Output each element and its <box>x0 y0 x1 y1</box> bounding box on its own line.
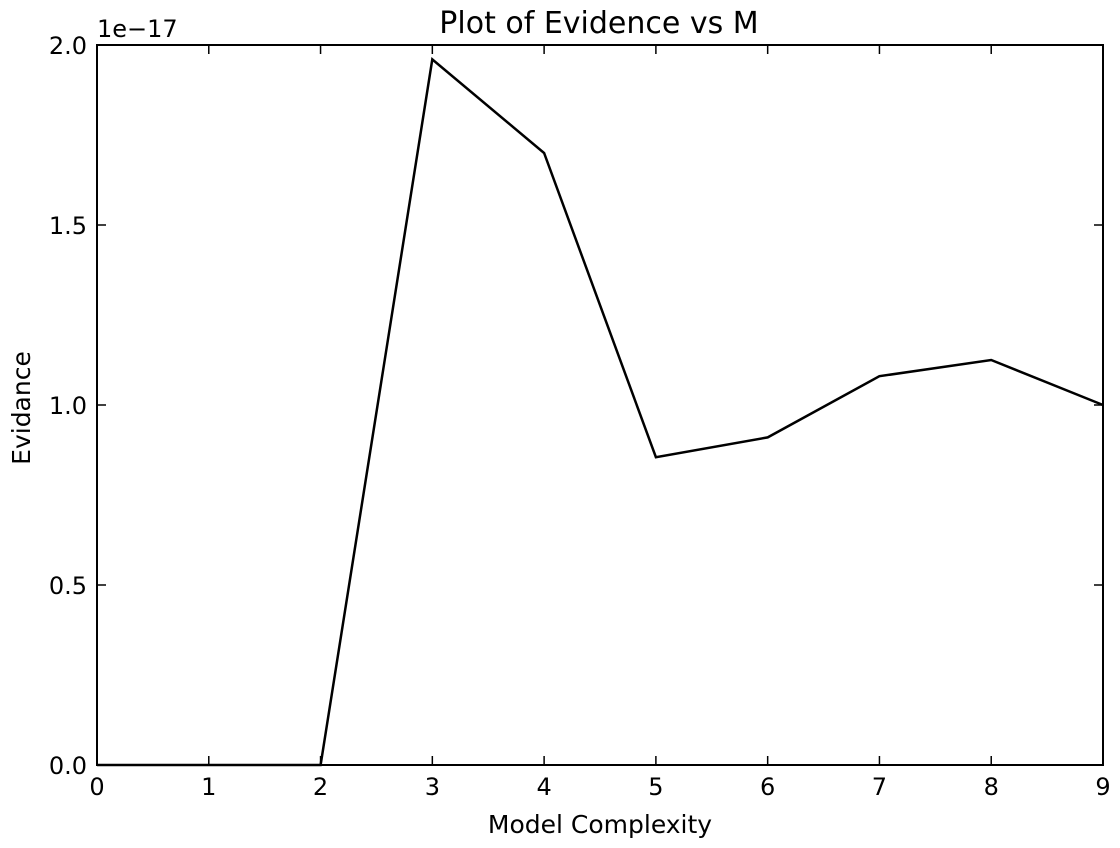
series-group <box>97 57 1104 767</box>
y-tick-label: 1.0 <box>49 392 87 420</box>
y-axis-offset-label: 1e−17 <box>97 15 178 43</box>
y-tick-label: 0.5 <box>49 572 87 600</box>
series-line-0 <box>97 57 1104 767</box>
x-tick-label: 2 <box>313 773 328 801</box>
x-axis-label: Model Complexity <box>488 810 712 839</box>
x-axis-ticks: 0 1 2 3 4 5 6 7 8 9 <box>89 45 1111 801</box>
y-axis-ticks: 0.0 0.5 1.0 1.5 2.0 <box>49 32 1103 780</box>
y-tick-label: 1.5 <box>49 212 87 240</box>
x-tick-label: 8 <box>984 773 999 801</box>
y-tick-label: 2.0 <box>49 32 87 60</box>
x-tick-label: 1 <box>201 773 216 801</box>
x-tick-label: 7 <box>872 773 887 801</box>
y-axis-label: Evidance <box>7 351 36 465</box>
chart-title: Plot of Evidence vs M <box>439 6 758 41</box>
x-tick-label: 5 <box>648 773 663 801</box>
x-tick-label: 3 <box>425 773 440 801</box>
x-tick-label: 9 <box>1095 773 1110 801</box>
x-tick-label: 0 <box>89 773 104 801</box>
x-tick-label: 4 <box>536 773 551 801</box>
x-tick-label: 6 <box>760 773 775 801</box>
plot-frame <box>96 44 1104 766</box>
y-tick-label: 0.0 <box>49 752 87 780</box>
